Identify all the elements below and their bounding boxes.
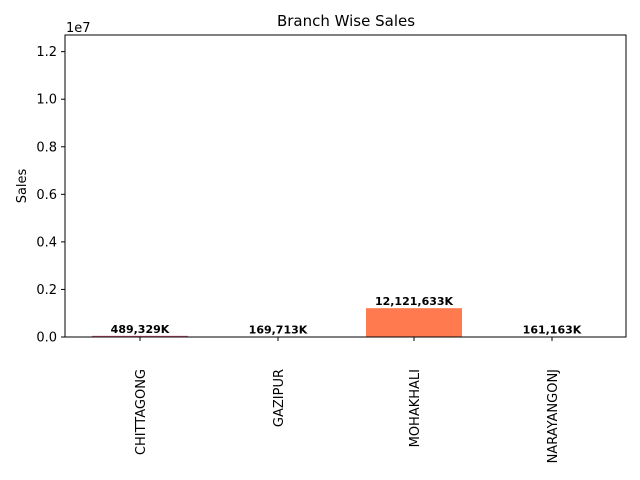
x-tick-label: NARAYANGONJ xyxy=(546,369,561,463)
y-tick-label: 0.0 xyxy=(36,331,57,346)
y-axis: 0.0 0.2 0.4 0.6 0.8 1.0 1.2 xyxy=(36,45,65,346)
x-axis: CHITTAGONG GAZIPUR MOHAKHALI NARAYANGONJ xyxy=(134,337,561,463)
plot-frame xyxy=(64,34,627,338)
x-tick-label: MOHAKHALI xyxy=(408,369,423,447)
y-tick-label: 0.2 xyxy=(36,283,57,298)
bar-chittagong xyxy=(92,335,188,337)
x-tick-label: CHITTAGONG xyxy=(134,369,149,455)
y-axis-title: Sales xyxy=(15,168,30,203)
bar-value-label: 161,163K xyxy=(523,324,582,337)
bar-value-label: 169,713K xyxy=(249,324,308,337)
y-tick-label: 1.2 xyxy=(36,45,57,60)
bar-label-group: 489,329K 169,713K 12,121,633K 161,163K xyxy=(111,295,582,336)
bar-value-label: 12,121,633K xyxy=(375,295,454,308)
bar-mohakhali xyxy=(366,308,462,337)
y-tick-label: 0.8 xyxy=(36,140,57,155)
y-tick-label: 1.0 xyxy=(36,93,57,108)
chart-title: Branch Wise Sales xyxy=(277,12,415,30)
y-tick-label: 0.6 xyxy=(36,188,57,203)
x-tick-label: GAZIPUR xyxy=(272,369,287,427)
y-tick-label: 0.4 xyxy=(36,235,57,250)
bar-value-label: 489,329K xyxy=(111,323,170,336)
y-axis-offset-text: 1e7 xyxy=(66,21,91,36)
bar-group xyxy=(92,308,600,337)
